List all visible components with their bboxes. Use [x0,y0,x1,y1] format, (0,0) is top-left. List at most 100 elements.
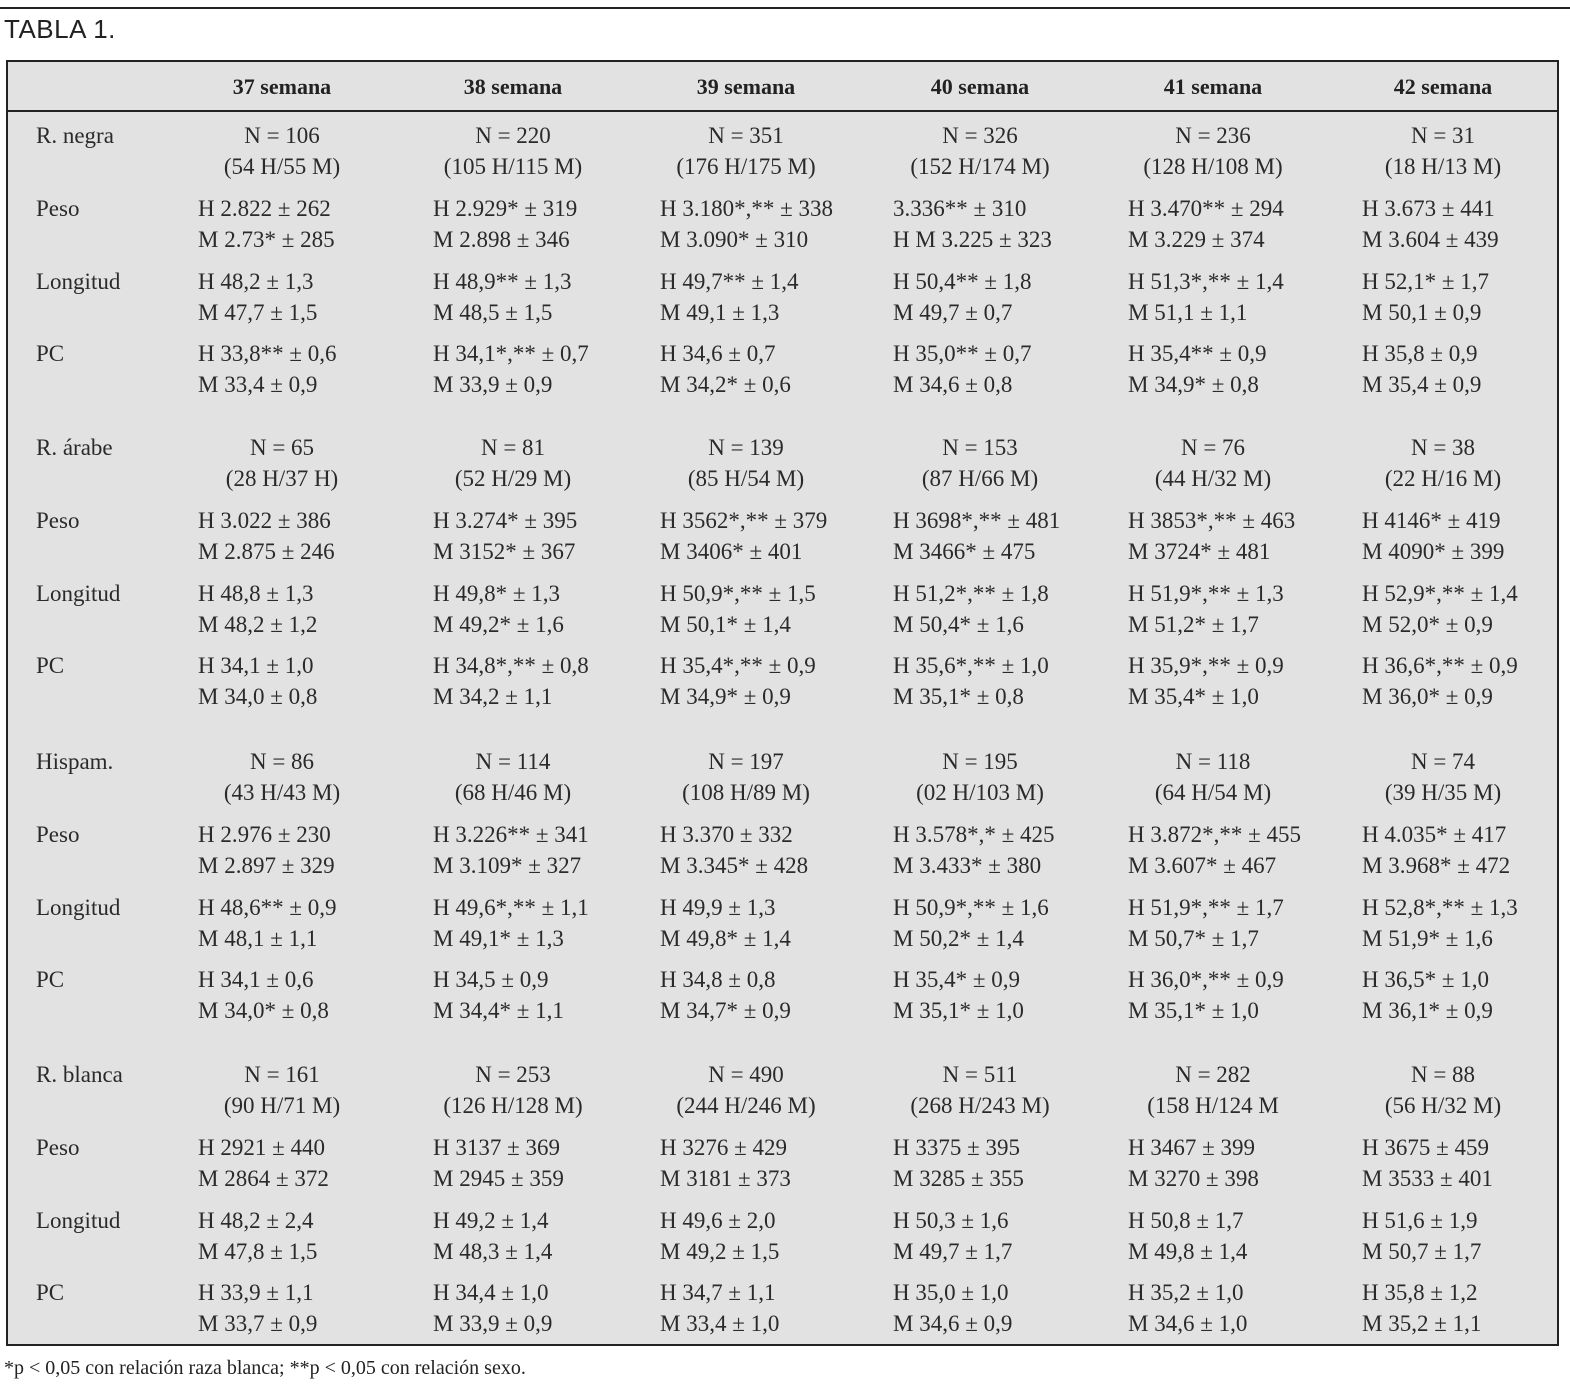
cell-m-value: M 34,2 ± 1,1 [433,684,553,709]
group-n-split: (268 H/243 M) [910,1093,1050,1118]
group-n-total: N = 195 [942,749,1018,774]
row-label: PC [36,653,65,678]
cell-m-value: M 50,1* ± 1,4 [660,612,791,637]
row-label: PC [36,1280,65,1305]
cell-h-value: H 3675 ± 459 [1362,1135,1489,1160]
group-n-total: N = 153 [942,435,1018,460]
group-n-split: (90 H/71 M) [223,1093,341,1118]
cell-m-value: M 33,7 ± 0,9 [198,1311,318,1336]
column-header: 38 semana [463,74,563,99]
group-n-total: N = 106 [244,123,320,148]
cell-m-value: M 3406* ± 401 [660,539,803,564]
group-n-split: (128 H/108 M) [1143,154,1283,179]
column-header: 37 semana [232,74,332,99]
cell-m-value: M 3724* ± 481 [1128,539,1271,564]
cell-h-value: H 2.822 ± 262 [198,196,331,221]
cell-m-value: M 3.109* ± 327 [433,853,582,878]
cell-m-value: M 49,1* ± 1,3 [433,926,564,951]
group-n-total: N = 38 [1410,435,1476,460]
cell-h-value: H 34,1*,** ± 0,7 [433,341,589,366]
cell-h-value: H 35,8 ± 0,9 [1362,341,1478,366]
group-n-total: N = 490 [708,1062,784,1087]
cell-h-value: H 52,8*,** ± 1,3 [1362,895,1518,920]
cell-h-value: H 50,9*,** ± 1,5 [660,581,816,606]
cell-m-value: M 34,0* ± 0,8 [198,998,329,1023]
group-n-total: N = 139 [708,435,784,460]
cell-m-value: M 48,3 ± 1,4 [433,1239,553,1264]
cell-h-value: H 33,8** ± 0,6 [198,341,337,366]
group-n-split: (126 H/128 M) [443,1093,583,1118]
group-n-split: (152 H/174 M) [910,154,1050,179]
cell-m-value: M 49,1 ± 1,3 [660,300,780,325]
cell-m-value: M 35,1* ± 0,8 [893,684,1024,709]
column-header: 42 semana [1393,74,1493,99]
cell-h-value: H 51,6 ± 1,9 [1362,1208,1478,1233]
row-label: Peso [36,1135,80,1160]
cell-h-value: H 35,4** ± 0,9 [1128,341,1267,366]
cell-m-value: M 34,6 ± 0,9 [893,1311,1013,1336]
group-n-total: N = 118 [1175,749,1251,774]
cell-h-value: H 52,1* ± 1,7 [1362,269,1489,294]
group-n-split: (43 H/43 M) [223,780,341,805]
group-n-total: N = 326 [942,123,1018,148]
cell-m-value: M 35,4 ± 0,9 [1362,372,1482,397]
cell-m-value: M 50,1 ± 0,9 [1362,300,1482,325]
cell-h-value: H 34,8*,** ± 0,8 [433,653,589,678]
cell-m-value: M 47,8 ± 1,5 [198,1239,318,1264]
cell-m-value: M 48,2 ± 1,2 [198,612,318,637]
group-n-split: (68 H/46 M) [454,780,572,805]
cell-h-value: H 51,9*,** ± 1,7 [1128,895,1284,920]
group-n-total: N = 511 [942,1062,1018,1087]
cell-m-value: M 49,7 ± 0,7 [893,300,1013,325]
cell-h-value: H 3.022 ± 386 [198,508,331,533]
cell-h-value: H 3.673 ± 441 [1362,196,1495,221]
cell-h-value: H 50,9*,** ± 1,6 [893,895,1049,920]
cell-m-value: M 48,1 ± 1,1 [198,926,318,951]
cell-h-value: H 50,4** ± 1,8 [893,269,1032,294]
cell-h-value: H 4146* ± 419 [1362,508,1501,533]
cell-h-value: H 3.370 ± 332 [660,822,793,847]
cell-m-value: M 49,8* ± 1,4 [660,926,791,951]
cell-h-value: H 49,7** ± 1,4 [660,269,799,294]
column-header: 40 semana [930,74,1030,99]
group-n-split: (22 H/16 M) [1384,466,1502,491]
cell-m-value: M 2.875 ± 246 [198,539,335,564]
group-n-total: N = 88 [1410,1062,1476,1087]
cell-h-value: H 50,3 ± 1,6 [893,1208,1009,1233]
cell-m-value: M 2.73* ± 285 [198,227,335,252]
group-title: R. árabe [36,435,113,460]
cell-h-value: H 48,2 ± 1,3 [198,269,314,294]
cell-h-value: H 35,9*,** ± 0,9 [1128,653,1284,678]
row-label: Longitud [36,581,121,606]
cell-h-value: H 3.180*,** ± 338 [660,196,833,221]
cell-m-value: M 2.898 ± 346 [433,227,570,252]
cell-h-value: H 3.872*,** ± 455 [1128,822,1301,847]
cell-m-value: M 50,7 ± 1,7 [1362,1239,1482,1264]
group-n-split: (54 H/55 M) [223,154,341,179]
row-label: Peso [36,508,80,533]
group-title: R. blanca [36,1062,123,1087]
cell-m-value: M 34,4* ± 1,1 [433,998,564,1023]
cell-h-value: H 35,4* ± 0,9 [893,967,1020,992]
cell-m-value: M 49,2 ± 1,5 [660,1239,780,1264]
group-title: R. negra [36,123,114,148]
group-title: Hispam. [36,749,114,774]
cell-h-value: H 3853*,** ± 463 [1128,508,1296,533]
group-n-split: (39 H/35 M) [1384,780,1502,805]
group-n-total: N = 197 [708,749,784,774]
cell-m-value: M 35,4* ± 1,0 [1128,684,1259,709]
cell-m-value: M 50,7* ± 1,7 [1128,926,1259,951]
table-footnote: *p < 0,05 con relación raza blanca; **p … [4,1357,526,1379]
group-n-total: N = 161 [244,1062,320,1087]
cell-h-value: H 3.578*,* ± 425 [893,822,1055,847]
group-n-split: (28 H/37 H) [225,466,339,491]
cell-m-value: M 51,2* ± 1,7 [1128,612,1259,637]
group-n-split: (64 H/54 M) [1154,780,1272,805]
cell-m-value: M 3.433* ± 380 [893,853,1042,878]
cell-h-value: H 36,6*,** ± 0,9 [1362,653,1518,678]
cell-h-value: H 3.274* ± 395 [433,508,578,533]
cell-m-value: M 3.968* ± 472 [1362,853,1511,878]
cell-h-value: H 52,9*,** ± 1,4 [1362,581,1518,606]
cell-h-value: H 48,9** ± 1,3 [433,269,572,294]
cell-h-value: H 34,7 ± 1,1 [660,1280,776,1305]
